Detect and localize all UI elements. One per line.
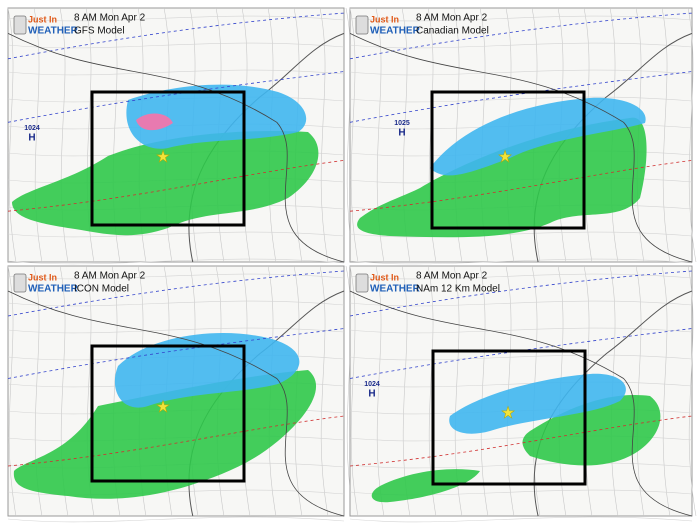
logo-bottom: WEATHER bbox=[370, 26, 421, 37]
forecast-time: 8 AM Mon Apr 2 bbox=[416, 271, 488, 282]
mix-area bbox=[136, 113, 173, 131]
coastline bbox=[533, 290, 693, 517]
rain-area bbox=[12, 131, 319, 236]
high-pressure-letter: H bbox=[398, 128, 405, 139]
border-line bbox=[635, 265, 645, 517]
forecast-time: 8 AM Mon Apr 2 bbox=[74, 13, 146, 24]
map-panel: ★ Just In WEATHER 8 AM Mon Apr 2 NAm 12 Km M… bbox=[349, 265, 697, 523]
border-line bbox=[349, 96, 693, 103]
border-line bbox=[7, 258, 345, 265]
border-line bbox=[7, 273, 345, 280]
border-line bbox=[349, 42, 693, 49]
focus-box bbox=[431, 349, 587, 486]
border-line bbox=[349, 327, 693, 334]
border-line bbox=[479, 265, 489, 517]
border-line bbox=[349, 354, 693, 361]
high-pressure-value: 1025 bbox=[394, 120, 410, 127]
location-star: ★ bbox=[156, 149, 170, 166]
border-line bbox=[349, 231, 693, 238]
border-line bbox=[33, 7, 43, 263]
focus-box bbox=[430, 90, 586, 230]
logo-top: Just In bbox=[370, 272, 399, 282]
high-pressure-value: 1024 bbox=[364, 381, 380, 388]
border-line bbox=[349, 273, 693, 280]
border-line bbox=[349, 381, 693, 388]
border-line bbox=[349, 258, 693, 265]
logo-bottom: WEATHER bbox=[370, 284, 421, 295]
isobar bbox=[7, 33, 345, 263]
thickness-line bbox=[349, 12, 693, 60]
snow-area bbox=[430, 97, 646, 176]
rain-area bbox=[371, 395, 661, 503]
map-panel: ★ Just In WEATHER 8 AM Mon Apr 2 GFS Model 10… bbox=[7, 7, 355, 265]
thickness-line bbox=[349, 328, 693, 379]
snow-area bbox=[114, 333, 300, 408]
focus-box bbox=[90, 90, 246, 227]
logo-icon bbox=[13, 273, 27, 293]
thickness-line bbox=[7, 270, 345, 317]
model-name: GFS Model bbox=[74, 26, 125, 37]
location-star: ★ bbox=[156, 399, 170, 416]
high-pressure-letter: H bbox=[28, 133, 35, 144]
border-line bbox=[349, 462, 693, 469]
map-panel: ★ Just In WEATHER 8 AM Mon Apr 2 ICON Model bbox=[7, 265, 355, 523]
border-line bbox=[349, 7, 359, 263]
border-line bbox=[375, 265, 385, 517]
border-line bbox=[531, 265, 541, 517]
snow-area bbox=[126, 84, 307, 149]
border-line bbox=[349, 69, 693, 76]
border-line bbox=[661, 265, 671, 517]
location-star: ★ bbox=[501, 405, 515, 422]
isobar bbox=[349, 33, 693, 263]
border-line bbox=[349, 516, 693, 523]
thickness-line bbox=[7, 160, 345, 212]
logo-bottom: WEATHER bbox=[28, 284, 79, 295]
thickness-line bbox=[349, 270, 693, 317]
model-name: ICON Model bbox=[74, 284, 129, 295]
focus-box bbox=[90, 344, 246, 483]
border-line bbox=[7, 69, 345, 76]
border-line bbox=[349, 15, 693, 22]
logo-top: Just In bbox=[28, 14, 57, 24]
thickness-line bbox=[7, 12, 345, 60]
location-star: ★ bbox=[498, 149, 512, 166]
isobar bbox=[349, 290, 693, 517]
border-line bbox=[7, 15, 345, 22]
border-line bbox=[7, 7, 17, 263]
thickness-line bbox=[7, 415, 345, 467]
border-line bbox=[7, 42, 345, 49]
logo-icon bbox=[13, 15, 27, 35]
forecast-time: 8 AM Mon Apr 2 bbox=[416, 13, 488, 24]
border-line bbox=[7, 231, 345, 238]
model-name: NAm 12 Km Model bbox=[416, 284, 500, 295]
border-line bbox=[349, 265, 359, 517]
rain-area bbox=[357, 117, 647, 238]
border-line bbox=[319, 7, 329, 263]
snow-area bbox=[449, 373, 626, 434]
border-line bbox=[349, 300, 693, 307]
border-line bbox=[7, 300, 345, 307]
thickness-line bbox=[7, 328, 345, 379]
logo-top: Just In bbox=[370, 14, 399, 24]
border-line bbox=[7, 516, 345, 523]
map-panel: ★ Just In WEATHER 8 AM Mon Apr 2 Canadian Mo… bbox=[349, 7, 697, 265]
border-line bbox=[687, 265, 697, 517]
high-pressure-letter: H bbox=[368, 389, 375, 400]
border-line bbox=[7, 327, 345, 334]
forecast-time: 8 AM Mon Apr 2 bbox=[74, 271, 146, 282]
logo-bottom: WEATHER bbox=[28, 26, 79, 37]
border-line bbox=[319, 265, 329, 517]
border-line bbox=[687, 7, 697, 263]
logo-icon bbox=[355, 15, 369, 35]
rain-area bbox=[13, 370, 317, 499]
border-line bbox=[7, 265, 17, 517]
logo-icon bbox=[355, 273, 369, 293]
border-line bbox=[661, 7, 671, 263]
border-line bbox=[505, 265, 515, 517]
high-pressure-value: 1024 bbox=[24, 125, 40, 132]
model-name: Canadian Model bbox=[416, 26, 489, 37]
isobar bbox=[7, 290, 345, 517]
logo-top: Just In bbox=[28, 272, 57, 282]
